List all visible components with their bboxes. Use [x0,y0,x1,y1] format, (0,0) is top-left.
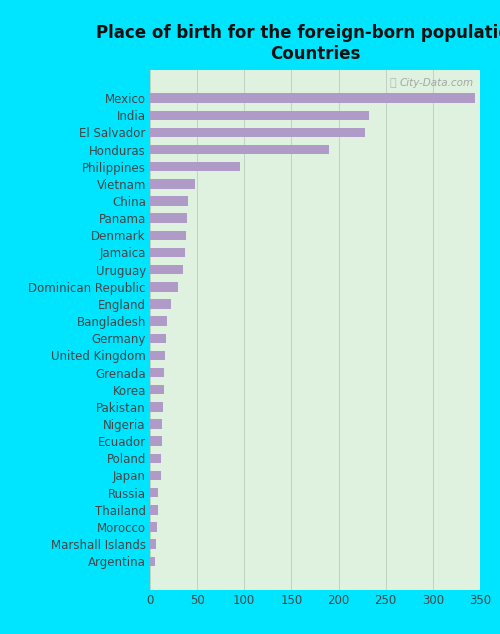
Bar [150,316,167,326]
Bar [150,214,187,223]
Bar [150,436,162,446]
Bar [150,248,185,257]
Bar [150,162,240,171]
Bar [150,265,183,275]
Title: Place of birth for the foreign-born population -
Countries: Place of birth for the foreign-born popu… [96,24,500,63]
Bar [150,540,156,549]
Bar [150,488,158,497]
Bar [150,145,329,154]
Bar [150,368,164,377]
Bar [150,197,188,206]
Bar [150,453,162,463]
Bar [150,471,162,480]
Bar [150,231,186,240]
Bar [150,351,165,360]
Text: ⓘ: ⓘ [389,77,396,87]
Bar [150,385,164,394]
Bar [150,127,365,137]
Bar [150,110,368,120]
Bar [150,557,154,566]
Bar [150,402,163,411]
Text: City-Data.com: City-Data.com [400,77,473,87]
Bar [150,333,166,343]
Bar [150,419,162,429]
Bar [150,282,178,292]
Bar [150,179,196,188]
Bar [150,522,156,532]
Bar [150,93,476,103]
Bar [150,299,171,309]
Bar [150,505,158,515]
